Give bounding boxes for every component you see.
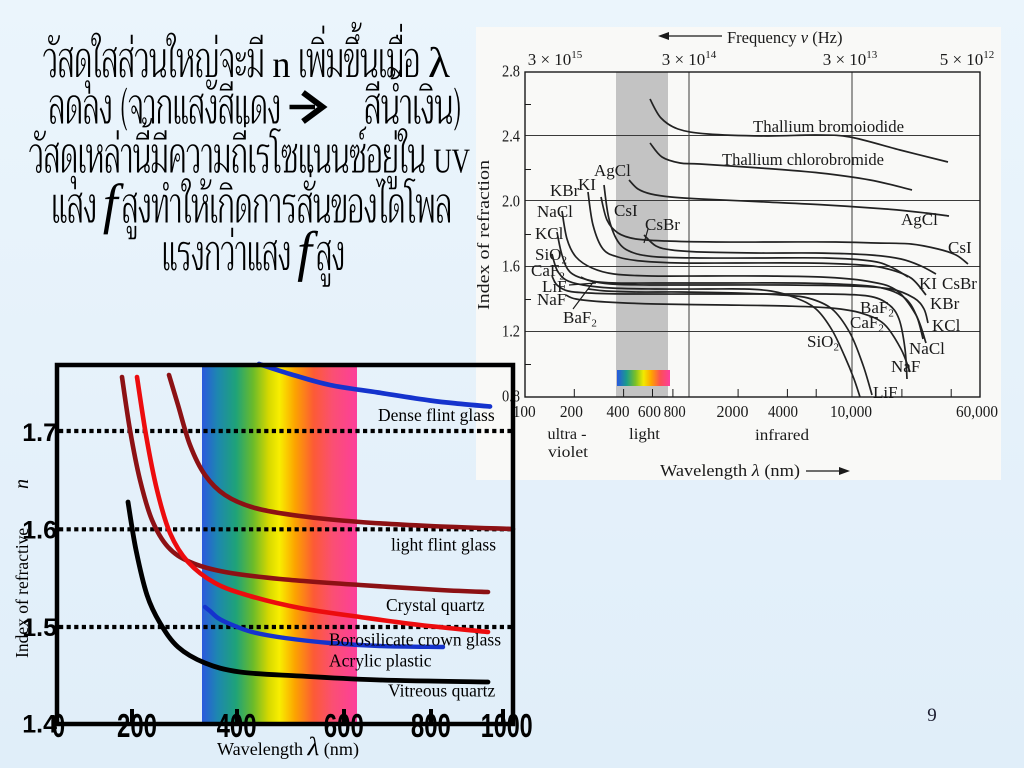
svg-text:light flint glass: light flint glass (391, 535, 496, 555)
svg-text:Dense flint glass: Dense flint glass (378, 405, 495, 425)
svg-text:Thallium bromoiodide: Thallium bromoiodide (753, 117, 904, 136)
svg-text:CsBr: CsBr (645, 215, 680, 234)
svg-text:light: light (629, 426, 661, 443)
svg-text:CsI: CsI (948, 238, 972, 257)
svg-text:2000: 2000 (717, 402, 749, 421)
svg-text:2.0: 2.0 (502, 192, 520, 211)
svg-text:NaF: NaF (537, 290, 566, 309)
svg-text:4000: 4000 (768, 402, 798, 421)
svg-text:violet: violet (548, 444, 589, 461)
svg-text:KCl: KCl (535, 224, 564, 243)
svg-text:Index of refractive: Index of refractive (12, 528, 32, 658)
svg-text:800: 800 (664, 402, 686, 421)
svg-text:CaF2: CaF2 (850, 313, 884, 335)
svg-text:LiF: LiF (542, 277, 567, 296)
svg-text:800: 800 (411, 707, 451, 744)
svg-text:Wavelength λ (nm): Wavelength λ (nm) (660, 461, 800, 480)
svg-text:Thallium chlorobromide: Thallium chlorobromide (722, 150, 884, 169)
svg-text:CaF2: CaF2 (531, 261, 565, 283)
svg-text:10,000: 10,000 (830, 402, 872, 421)
svg-text:2.8: 2.8 (502, 62, 520, 81)
svg-text:0: 0 (52, 707, 65, 744)
svg-text:Frequency ν (Hz): Frequency ν (Hz) (727, 28, 842, 47)
svg-text:Vitreous quartz: Vitreous quartz (388, 681, 496, 701)
svg-text:AgCl: AgCl (901, 210, 938, 229)
svg-text:ultra -: ultra - (548, 426, 587, 443)
svg-text:3 × 1014: 3 × 1014 (662, 49, 717, 69)
svg-text:1.5: 1.5 (22, 614, 57, 642)
svg-text:3 × 1013: 3 × 1013 (823, 49, 878, 69)
svg-text:BaF2: BaF2 (563, 308, 597, 330)
svg-text:KBr: KBr (550, 181, 580, 200)
svg-text:1000: 1000 (481, 707, 533, 744)
svg-text:NaCl: NaCl (537, 202, 573, 221)
svg-text:200: 200 (560, 402, 583, 421)
svg-text:1.4: 1.4 (22, 711, 57, 739)
svg-text:KCl: KCl (932, 316, 961, 335)
svg-text:2.4: 2.4 (502, 127, 520, 146)
svg-text:600: 600 (324, 707, 364, 744)
svg-text:BaF2: BaF2 (860, 298, 894, 320)
svg-text:100: 100 (513, 402, 536, 421)
svg-text:60,000: 60,000 (956, 402, 998, 421)
svg-text:1.7: 1.7 (22, 419, 57, 447)
svg-text:NaF: NaF (891, 357, 920, 376)
svg-text:SiO2: SiO2 (807, 332, 839, 354)
svg-text:Acrylic plastic: Acrylic plastic (329, 651, 432, 671)
svg-text:1.6: 1.6 (22, 517, 57, 545)
svg-text:Borosilicate crown glass: Borosilicate crown glass (329, 630, 501, 650)
svg-text:600: 600 (638, 402, 661, 421)
svg-text:200: 200 (117, 707, 157, 744)
svg-text:Crystal quartz: Crystal quartz (386, 595, 485, 615)
svg-text:KI: KI (578, 175, 596, 194)
svg-text:infrared: infrared (755, 427, 809, 444)
svg-text:Index of refraction: Index of refraction (476, 159, 493, 310)
svg-text:SiO2: SiO2 (535, 245, 567, 267)
svg-text:n: n (11, 479, 33, 489)
svg-text:NaCl: NaCl (909, 339, 945, 358)
svg-text:400: 400 (607, 402, 630, 421)
svg-text:5 × 1012: 5 × 1012 (940, 49, 995, 69)
svg-text:KI: KI (919, 274, 937, 293)
svg-text:400: 400 (217, 707, 257, 744)
svg-text:3 × 1015: 3 × 1015 (528, 49, 583, 69)
svg-text:LiF: LiF (873, 383, 898, 402)
svg-text:CsI: CsI (614, 201, 638, 220)
svg-text:AgCl: AgCl (594, 161, 631, 180)
svg-text:KBr: KBr (930, 294, 960, 313)
svg-text:1.6: 1.6 (502, 257, 520, 276)
svg-text:1.2: 1.2 (502, 322, 520, 341)
svg-text:CsBr: CsBr (942, 274, 977, 293)
